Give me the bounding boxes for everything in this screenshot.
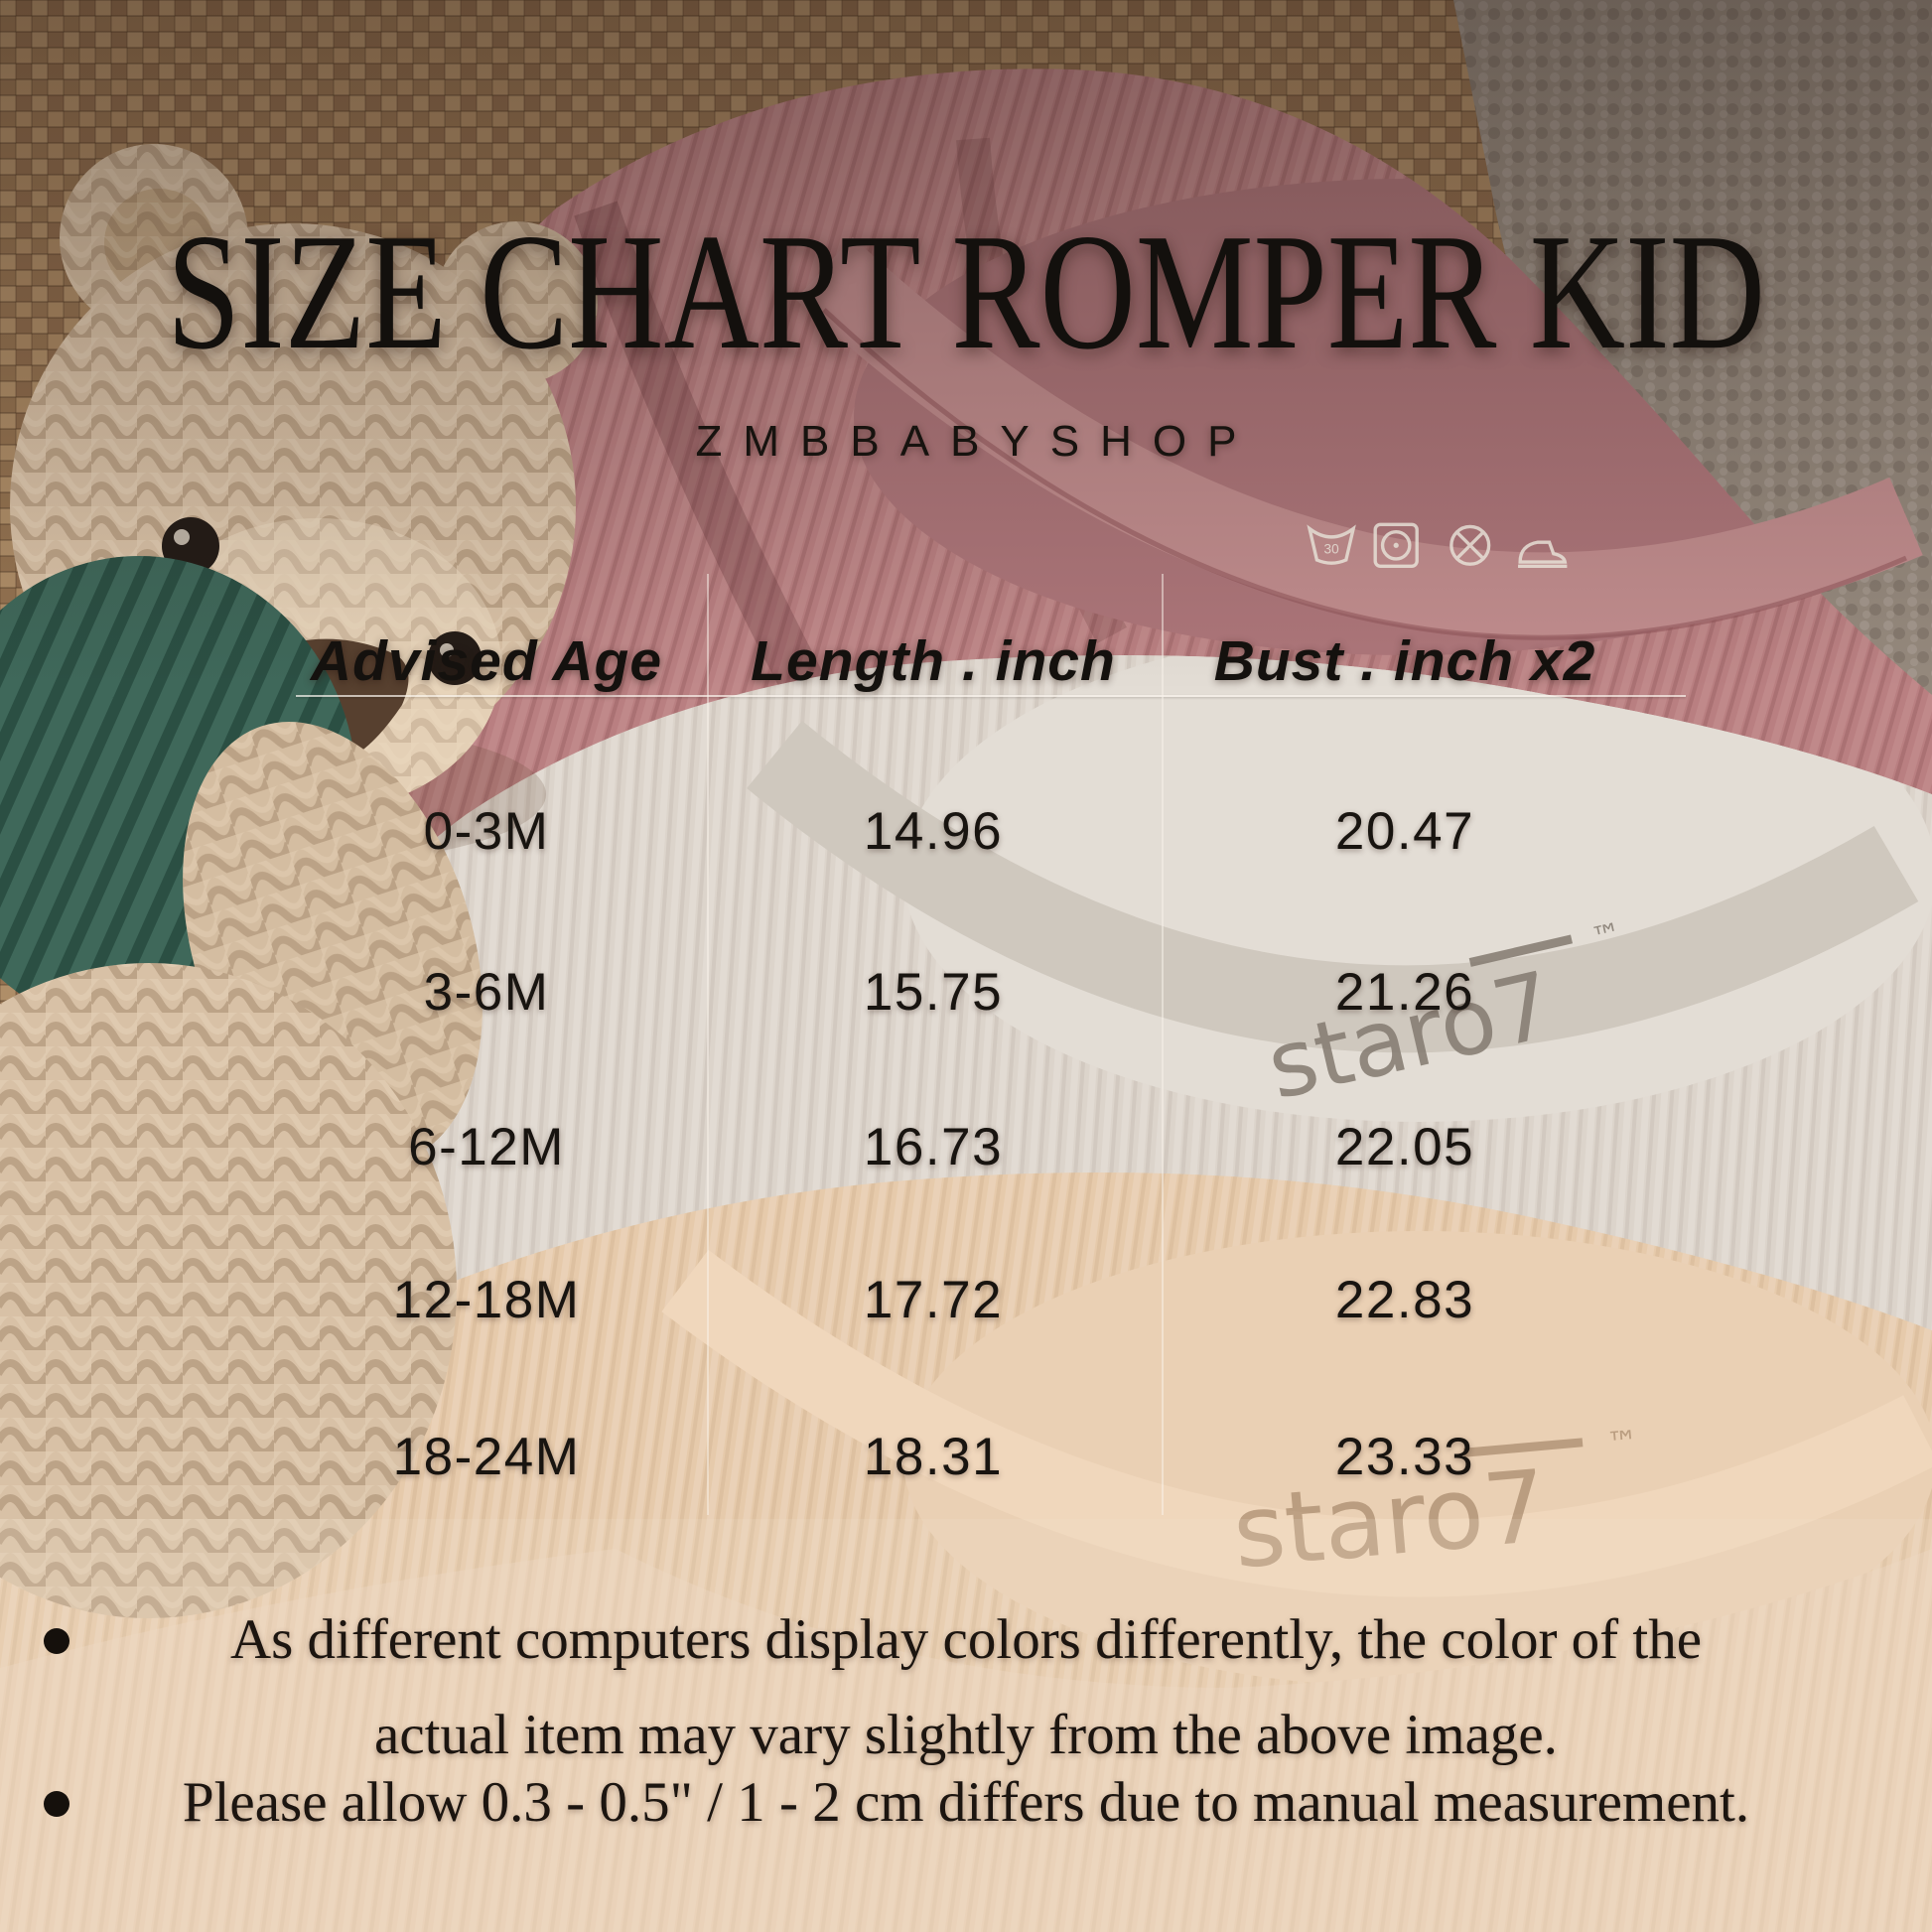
- cell-age: 0-3M: [423, 802, 550, 861]
- cell-age: 12-18M: [392, 1271, 581, 1329]
- cell-length: 18.31: [863, 1428, 1004, 1486]
- column-header-length: Length . inch: [751, 629, 1116, 693]
- cell-age: 3-6M: [423, 963, 550, 1022]
- note-bullet: [44, 1791, 69, 1817]
- cell-bust: 22.83: [1334, 1271, 1475, 1329]
- garment-brand-label-faint: staro7 ™: [1228, 1423, 1640, 1591]
- svg-text:™: ™: [1605, 1423, 1640, 1463]
- cell-age: 18-24M: [392, 1428, 581, 1486]
- table-row: 18-24M 18.31 23.33: [268, 1420, 1648, 1495]
- table-row: 0-3M 14.96 20.47: [268, 794, 1648, 870]
- column-header-age: Advised Age: [310, 629, 663, 693]
- table-row: 12-18M 17.72 22.83: [268, 1263, 1648, 1338]
- page-title: SIZE CHART ROMPER KID: [167, 199, 1765, 384]
- table-row: 6-12M 16.73 22.05: [268, 1110, 1648, 1185]
- note-color-disclaimer-line2: actual item may vary slightly from the a…: [374, 1704, 1558, 1766]
- table-header-underline: [296, 695, 1686, 697]
- note-color-disclaimer-line1: As different computers display colors di…: [229, 1608, 1703, 1671]
- cell-length: 14.96: [863, 802, 1004, 861]
- note-bullet: [44, 1628, 69, 1654]
- cell-bust: 21.26: [1334, 963, 1475, 1022]
- shop-name: ZMBBABYSHOP: [695, 417, 1258, 466]
- cream-collar-band: [661, 1249, 1932, 1597]
- cell-bust: 20.47: [1334, 802, 1475, 861]
- cell-age: 6-12M: [408, 1118, 565, 1176]
- svg-text:staro7: staro7: [1228, 1448, 1551, 1590]
- cell-length: 17.72: [863, 1271, 1004, 1329]
- cell-bust: 22.05: [1334, 1118, 1475, 1176]
- note-measurement-disclaimer: Please allow 0.3 - 0.5" / 1 - 2 cm diffe…: [182, 1771, 1750, 1834]
- top-shade-overlay: [0, 0, 1932, 1152]
- cream-front-panel: [0, 1549, 1932, 1932]
- table-row: 3-6M 15.75 21.26: [268, 955, 1648, 1031]
- bottom-light-overlay: [0, 1519, 1932, 1932]
- cell-bust: 23.33: [1334, 1428, 1475, 1486]
- column-divider-1: [707, 574, 709, 1515]
- cell-length: 16.73: [863, 1118, 1004, 1176]
- column-divider-2: [1162, 574, 1164, 1515]
- cell-length: 15.75: [863, 963, 1004, 1022]
- table-header-row: Advised Age Length . inch Bust . inch x2: [268, 623, 1648, 699]
- column-header-bust: Bust . inch x2: [1213, 629, 1596, 693]
